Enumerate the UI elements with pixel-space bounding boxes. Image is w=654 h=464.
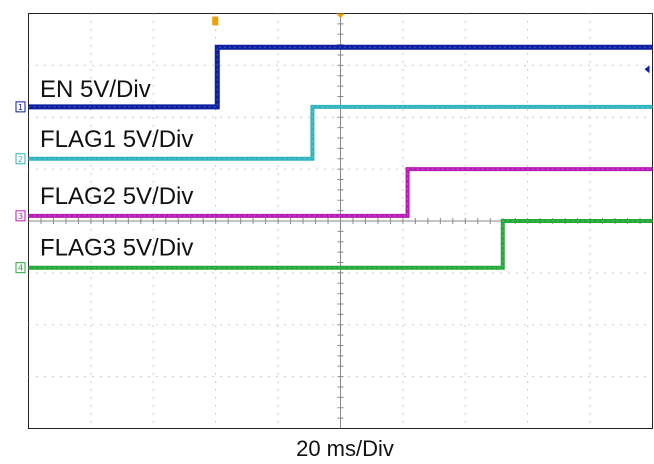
traces xyxy=(28,44,653,270)
trace-label-3: FLAG2 5V/Div xyxy=(40,183,193,210)
trace-noise-1 xyxy=(28,46,653,108)
channel-marker-1 xyxy=(15,101,26,113)
trace-4 xyxy=(28,219,653,270)
trace-noise-4 xyxy=(28,220,653,269)
trigger-position-marker xyxy=(212,16,219,26)
trace-2 xyxy=(28,104,653,161)
channel-marker-4 xyxy=(15,262,26,274)
trace-label-4: FLAG3 5V/Div xyxy=(40,235,193,262)
channel-markers: 1 2 3 4 xyxy=(15,13,650,274)
channel-marker-label-2: 2 xyxy=(18,155,23,164)
channel-marker-2 xyxy=(15,153,26,165)
grid xyxy=(28,13,653,429)
trace-1 xyxy=(28,44,653,110)
trace-noise-2 xyxy=(28,106,653,160)
trace-labels: EN 5V/Div FLAG1 5V/Div FLAG2 5V/Div FLAG3 5… xyxy=(40,76,193,262)
trace-label-2: FLAG1 5V/Div xyxy=(40,126,193,153)
center-time-marker xyxy=(336,13,345,19)
level-marker xyxy=(644,65,650,74)
trace-label-1: EN 5V/Div xyxy=(40,76,151,103)
channel-marker-label-4: 4 xyxy=(18,264,23,273)
channel-marker-label-3: 3 xyxy=(18,212,23,221)
channel-marker-label-1: 1 xyxy=(18,103,23,112)
channel-marker-3 xyxy=(15,210,26,222)
x-axis-label: 20 ms/Div xyxy=(296,436,394,461)
trace-3 xyxy=(28,167,653,218)
